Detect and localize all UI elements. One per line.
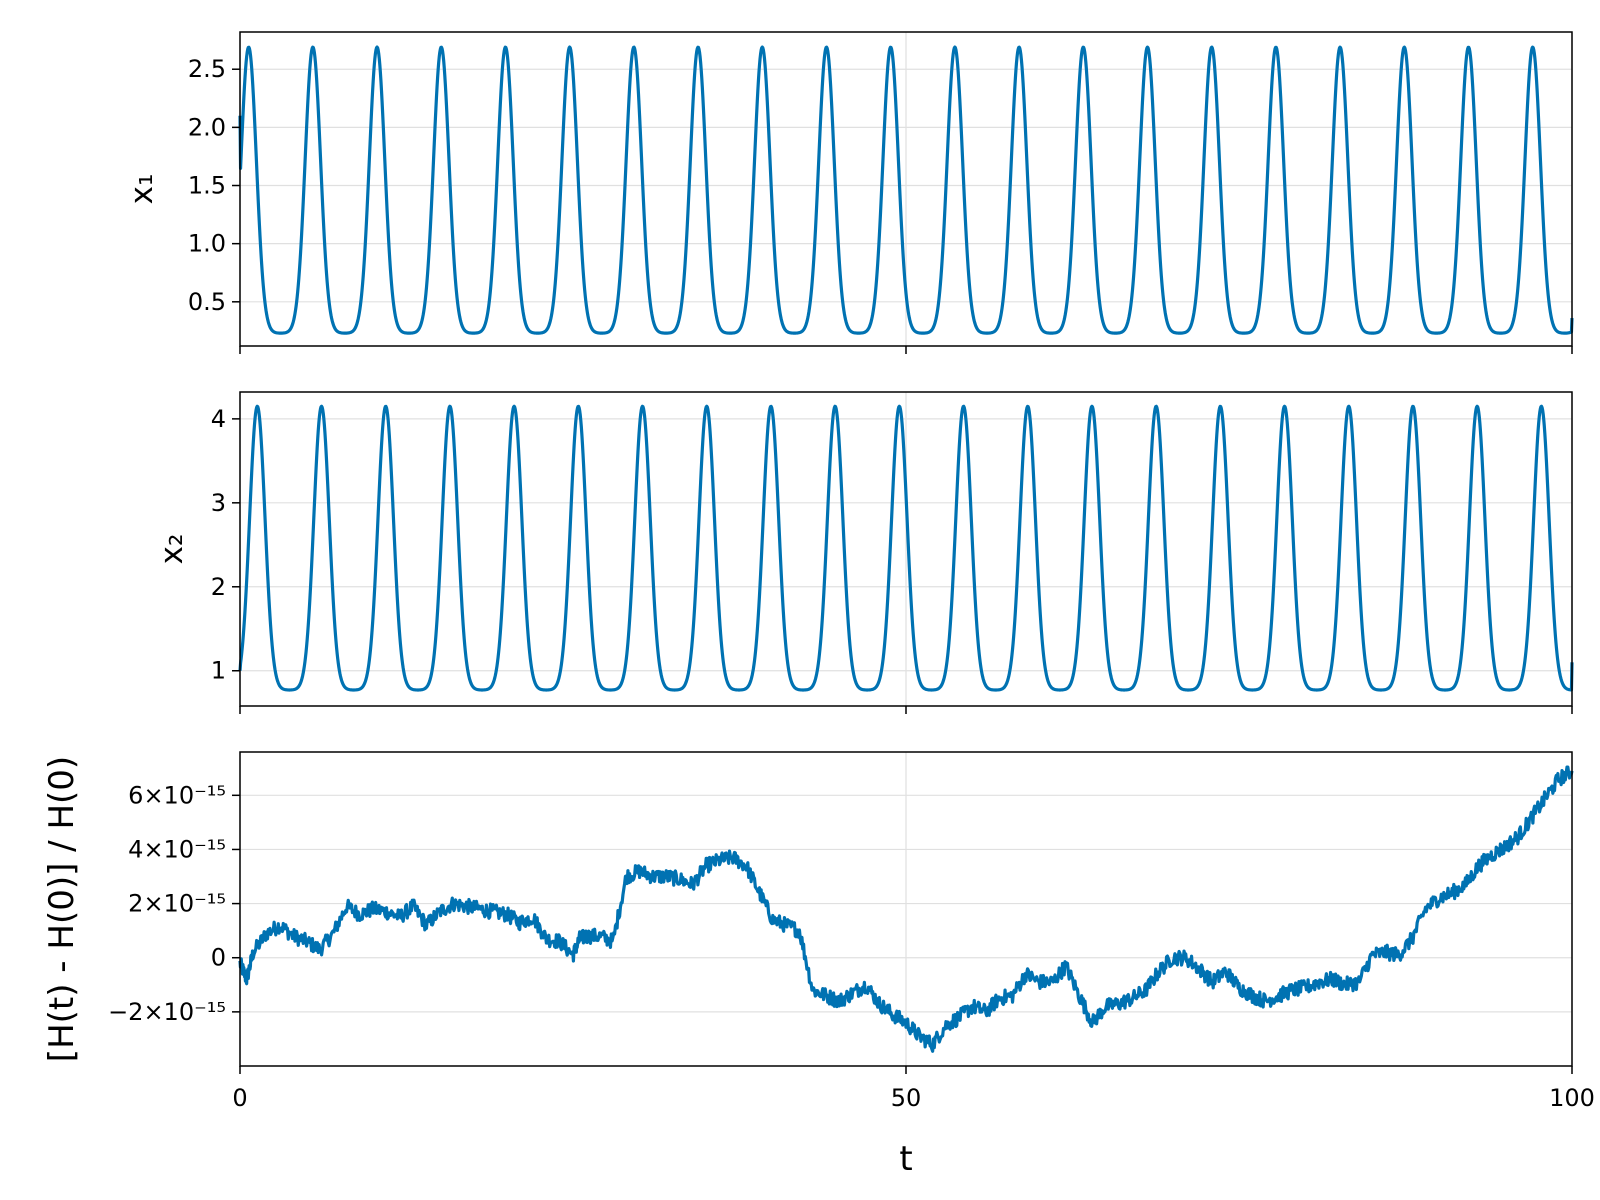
x1-ytick-label-0: 0.5 xyxy=(188,288,226,316)
x1-ytick-label-4: 2.5 xyxy=(188,55,226,83)
x2-ticks: 1 2 3 4 xyxy=(211,405,1573,714)
energy-ytick-label-4: 6×10⁻¹⁵ xyxy=(128,781,226,809)
x2-ylabel: x₂ xyxy=(154,534,190,565)
energy-ytick-label-1: 0 xyxy=(211,944,226,972)
energy-panel: −2×10⁻¹⁵ 0 2×10⁻¹⁵ 4×10⁻¹⁵ 6×10⁻¹⁵ 0 50 100 [H(… xyxy=(42,751,1595,1179)
x2-ytick-label-3: 4 xyxy=(211,405,226,433)
x1-ytick-label-1: 1.0 xyxy=(188,230,226,258)
energy-xtick-label-0: 0 xyxy=(232,1084,247,1112)
x1-series-line xyxy=(238,45,1574,335)
x1-ticks: 0.5 1.0 1.5 2.0 2.5 xyxy=(188,55,1573,354)
energy-ytick-label-2: 2×10⁻¹⁵ xyxy=(128,890,226,918)
x1-panel: 0.5 1.0 1.5 2.0 2.5 x₁ xyxy=(124,31,1574,354)
energy-xtick-label-1: 50 xyxy=(891,1084,922,1112)
x2-ytick-label-2: 3 xyxy=(211,489,226,517)
energy-ylabel: [H(t) - H(0)] / H(0) xyxy=(42,756,82,1062)
x2-series-line xyxy=(238,404,1574,692)
t-xlabel: t xyxy=(899,1139,912,1179)
energy-series-line xyxy=(238,765,1574,1053)
energy-ytick-label-3: 4×10⁻¹⁵ xyxy=(128,835,226,863)
energy-ytick-label-0: −2×10⁻¹⁵ xyxy=(108,998,226,1026)
x1-ytick-label-2: 1.5 xyxy=(188,172,226,200)
energy-xtick-label-2: 100 xyxy=(1549,1084,1595,1112)
x2-ytick-label-0: 1 xyxy=(211,657,226,685)
x1-ytick-label-3: 2.0 xyxy=(188,113,226,141)
x2-panel: 1 2 3 4 x₂ xyxy=(154,391,1574,714)
x2-ytick-label-1: 2 xyxy=(211,573,226,601)
x1-ylabel: x₁ xyxy=(124,174,160,205)
energy-ticks: −2×10⁻¹⁵ 0 2×10⁻¹⁵ 4×10⁻¹⁵ 6×10⁻¹⁵ 0 50 100 xyxy=(108,781,1595,1112)
